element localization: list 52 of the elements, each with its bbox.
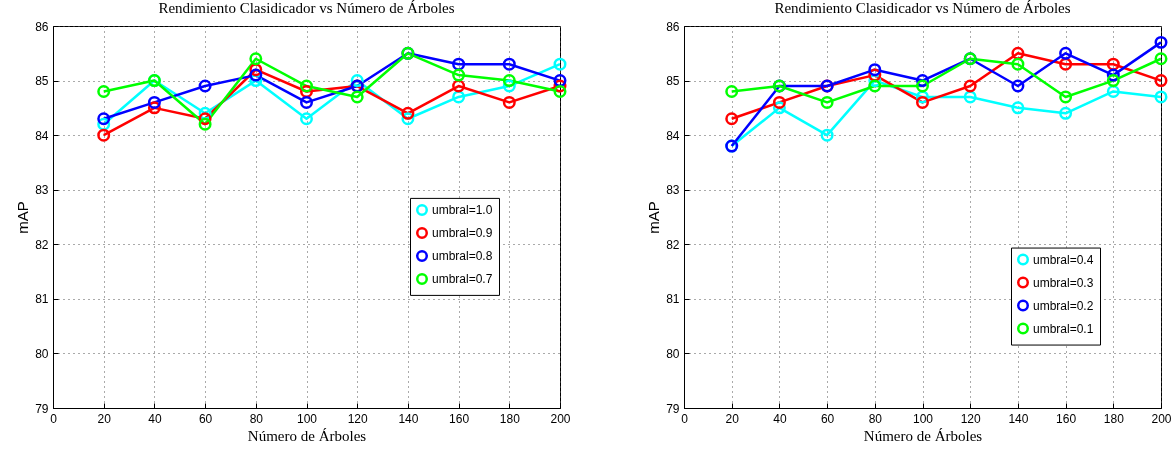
y-tick-label: 79 xyxy=(35,401,49,416)
y-tick-label: 81 xyxy=(666,292,680,307)
legend-label: umbral=0.8 xyxy=(432,248,493,263)
y-tick-label: 81 xyxy=(35,292,49,307)
x-tick-label: 60 xyxy=(820,411,835,426)
x-tick-label: 80 xyxy=(249,411,264,426)
x-tick-label: 0 xyxy=(681,411,689,426)
x-tick-label: 160 xyxy=(1056,411,1077,426)
chart-title: Rendimiento Clasidicador vs Número de Árboles xyxy=(158,0,455,16)
y-tick-label: 82 xyxy=(35,237,49,252)
y-tick-label: 83 xyxy=(35,183,49,198)
x-tick-label: 40 xyxy=(148,411,162,426)
legend-label: umbral=0.7 xyxy=(432,271,493,286)
y-tick-label: 85 xyxy=(666,74,680,89)
legend-label: umbral=0.9 xyxy=(432,225,493,240)
legend-label: umbral=1.0 xyxy=(432,202,493,217)
x-tick-label: 0 xyxy=(50,411,58,426)
y-tick-label: 86 xyxy=(35,19,49,34)
y-tick-label: 83 xyxy=(666,183,680,198)
y-axis-title: mAP xyxy=(14,201,32,234)
x-tick-label: 80 xyxy=(868,411,883,426)
x-tick-label: 100 xyxy=(912,411,934,426)
x-tick-label: 180 xyxy=(1103,411,1125,426)
x-tick-label: 120 xyxy=(960,411,982,426)
legend-label: umbral=0.2 xyxy=(1033,298,1094,313)
x-axis-title: Número de Árboles xyxy=(863,427,983,444)
x-tick-label: 200 xyxy=(1151,411,1172,426)
x-tick-label: 200 xyxy=(550,411,571,426)
y-axis-title: mAP xyxy=(645,201,663,234)
x-tick-label: 40 xyxy=(773,411,787,426)
y-tick-label: 86 xyxy=(666,19,680,34)
chart-title: Rendimiento Clasidicador vs Número de Árboles xyxy=(774,0,1071,16)
y-tick-label: 82 xyxy=(666,237,680,252)
legend-label: umbral=0.3 xyxy=(1033,275,1094,290)
x-tick-label: 100 xyxy=(296,411,318,426)
x-tick-label: 160 xyxy=(449,411,470,426)
x-tick-label: 120 xyxy=(347,411,369,426)
y-tick-label: 84 xyxy=(666,128,680,143)
x-tick-label: 180 xyxy=(499,411,521,426)
y-tick-label: 79 xyxy=(666,401,680,416)
x-tick-label: 60 xyxy=(198,411,213,426)
x-tick-label: 20 xyxy=(97,411,112,426)
y-tick-label: 85 xyxy=(35,74,49,89)
y-tick-label: 84 xyxy=(35,128,49,143)
y-tick-label: 80 xyxy=(666,346,680,361)
legend-label: umbral=0.1 xyxy=(1033,321,1094,336)
x-axis-title: Número de Árboles xyxy=(247,427,367,444)
x-tick-label: 20 xyxy=(725,411,740,426)
x-tick-label: 140 xyxy=(398,411,419,426)
legend-label: umbral=0.4 xyxy=(1033,252,1094,267)
x-tick-label: 140 xyxy=(1008,411,1029,426)
y-tick-label: 80 xyxy=(35,346,49,361)
